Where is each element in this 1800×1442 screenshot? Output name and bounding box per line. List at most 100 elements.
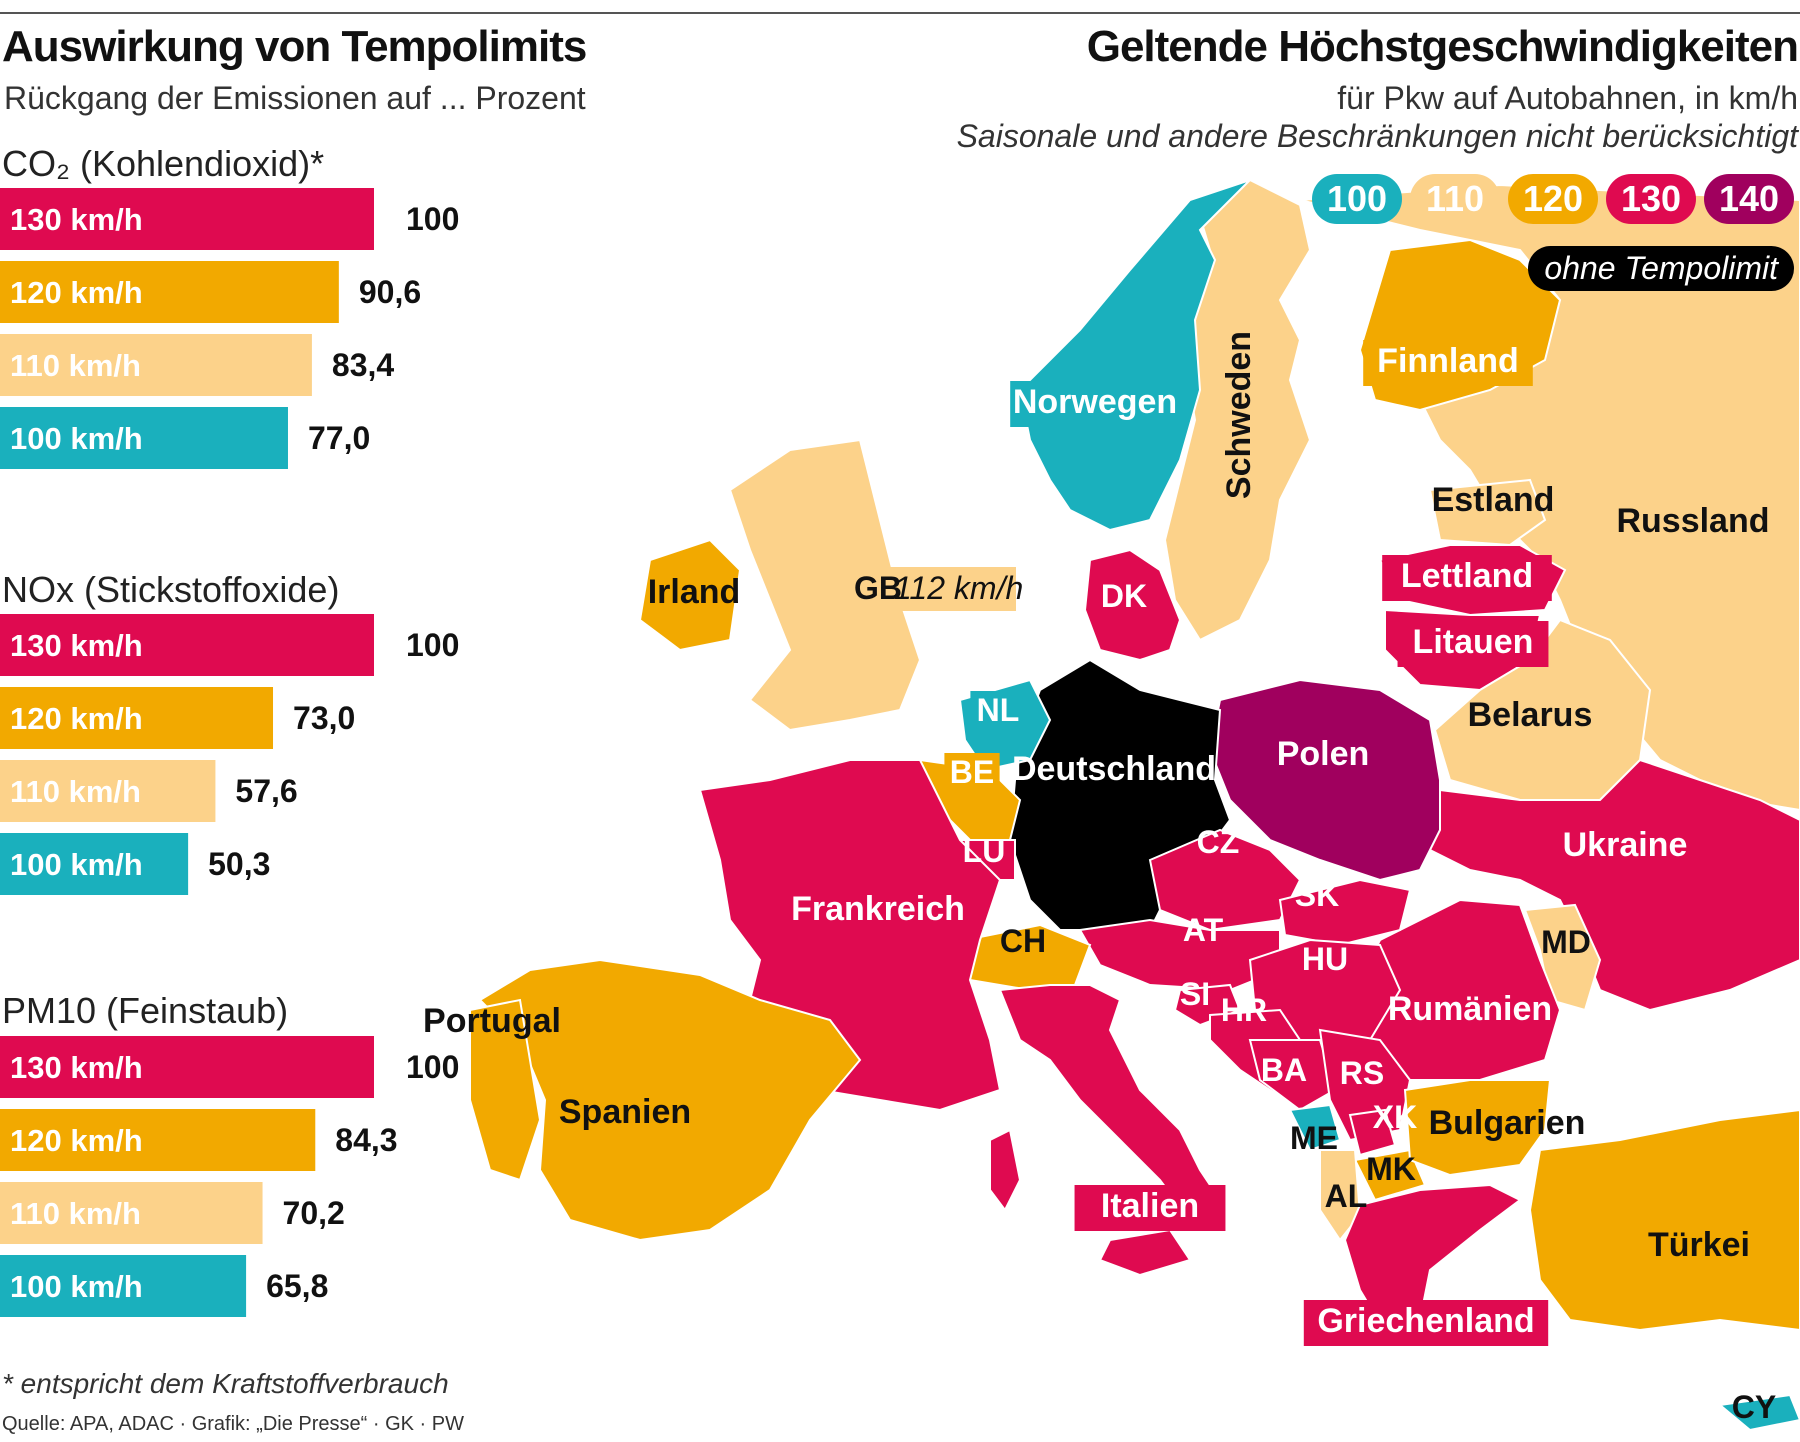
country-dk xyxy=(1083,548,1182,662)
country-label: Griechenland xyxy=(1317,1302,1534,1340)
country-label-box xyxy=(944,753,1000,797)
country-label: Litauen xyxy=(1413,623,1534,661)
country-label: AT xyxy=(1183,912,1224,948)
bar-category-label: 120 km/h xyxy=(10,701,143,736)
country-label: SI xyxy=(1180,976,1210,1012)
country-label: Portugal xyxy=(423,1002,561,1040)
country-label-box xyxy=(970,691,1026,735)
legend-chip-120: 120 xyxy=(1508,174,1598,224)
country-me xyxy=(1288,1103,1342,1152)
country-label: Irland xyxy=(648,573,741,611)
bar-value-label: 83,4 xyxy=(332,347,394,383)
source-line: Quelle: APA, ADAC · Grafik: „Die Presse“… xyxy=(2,1413,464,1435)
bar-value-label: 73,0 xyxy=(293,700,355,736)
chart-title: PM10 (Feinstaub) xyxy=(2,990,288,1031)
legend-chip-110: 110 xyxy=(1410,174,1500,224)
country-irland xyxy=(638,538,742,652)
country-label-box xyxy=(1397,621,1549,667)
bar-value-label: 65,8 xyxy=(266,1268,328,1304)
country-label: BA xyxy=(1261,1052,1307,1088)
bar-value-label: 70,2 xyxy=(283,1195,345,1231)
country-label: Schweden xyxy=(1220,331,1258,499)
country-label: Norwegen xyxy=(1013,383,1177,421)
legend-chip-130: 130 xyxy=(1606,174,1696,224)
country-label: Italien xyxy=(1101,1187,1199,1225)
country-ba xyxy=(1248,1039,1337,1112)
country-label: Russland xyxy=(1616,502,1769,540)
bar xyxy=(0,407,288,469)
country-label: Finnland xyxy=(1377,342,1519,380)
chart-title: CO₂ (Kohlendioxid)* xyxy=(2,143,324,184)
left-subtitle: Rückgang der Emissionen auf ... Prozent xyxy=(4,80,586,116)
bar xyxy=(0,1109,316,1171)
bar xyxy=(0,334,312,396)
country-spanien xyxy=(478,958,862,1242)
bar xyxy=(0,1036,374,1098)
bar xyxy=(0,1255,247,1317)
country-label-box xyxy=(1303,1300,1549,1346)
bar xyxy=(0,687,274,749)
bar xyxy=(0,614,374,676)
country-türkei xyxy=(1528,1108,1800,1332)
bar-value-label: 77,0 xyxy=(308,420,370,456)
country-label: GB xyxy=(854,570,902,606)
bar xyxy=(0,261,339,323)
country-label: MK xyxy=(1366,1151,1416,1187)
bar-category-label: 130 km/h xyxy=(10,628,143,663)
country-label: MD xyxy=(1541,924,1591,960)
country-label: BE xyxy=(950,754,994,790)
country-label: Belarus xyxy=(1468,696,1593,734)
bar-category-label: 130 km/h xyxy=(10,202,143,237)
bar-category-label: 130 km/h xyxy=(10,1050,143,1085)
country-label: CH xyxy=(1000,923,1046,959)
country-italien xyxy=(998,984,1222,1222)
country-sk xyxy=(1278,878,1412,947)
country-label: Rumänien xyxy=(1388,990,1552,1028)
country-xk xyxy=(1348,1108,1397,1157)
bar xyxy=(0,760,216,822)
country-label-box xyxy=(1363,340,1533,386)
bar-category-label: 110 km/h xyxy=(10,348,141,383)
country-label: Deutschland xyxy=(1012,750,1216,788)
country-bulgarien xyxy=(1403,1079,1552,1177)
right-note: Saisonale und andere Beschränkungen nich… xyxy=(956,118,1798,154)
country-label: Frankreich xyxy=(791,890,965,928)
country-label: Türkei xyxy=(1648,1226,1750,1264)
bar-value-label: 84,3 xyxy=(335,1122,397,1158)
bar-category-label: 100 km/h xyxy=(10,421,143,456)
bar xyxy=(0,1182,263,1244)
country-label: Polen xyxy=(1277,735,1370,773)
emission-bar-charts: CO₂ (Kohlendioxid)* 130 km/h 100 120 km/h 90… xyxy=(0,143,459,1317)
country-label: CY xyxy=(1732,1389,1776,1425)
footnote: * entspricht dem Kraftstoffverbrauch xyxy=(2,1368,449,1399)
left-title: Auswirkung von Tempolimits xyxy=(2,22,587,71)
country-italien-sicily xyxy=(1098,1228,1192,1277)
country-label: LU xyxy=(963,833,1006,869)
country-portugal xyxy=(469,998,542,1182)
country-estland xyxy=(1428,478,1547,547)
country-label: HU xyxy=(1302,941,1348,977)
bar-value-label: 57,6 xyxy=(235,773,297,809)
country-label: AL xyxy=(1325,1178,1368,1214)
country-label: Bulgarien xyxy=(1429,1104,1586,1142)
country-label: NL xyxy=(977,692,1020,728)
bar-category-label: 120 km/h xyxy=(10,275,143,310)
country-mk xyxy=(1353,1148,1427,1202)
country-label: Lettland xyxy=(1401,557,1533,595)
country-ukraine xyxy=(1428,758,1800,1012)
country-label: Estland xyxy=(1432,481,1555,519)
country-label: SK xyxy=(1295,877,1339,913)
country-label-box xyxy=(1010,381,1180,427)
country-rs xyxy=(1318,1028,1412,1142)
legend-chip-100: 100 xyxy=(1312,174,1402,224)
country-label-box xyxy=(848,567,1016,611)
bar xyxy=(0,188,374,250)
bar-category-label: 100 km/h xyxy=(10,1269,143,1304)
bar-value-label: 100 xyxy=(406,1049,459,1085)
country-label-extra: 112 km/h xyxy=(894,570,1023,606)
country-cy xyxy=(1717,1393,1800,1432)
bar-value-label: 50,3 xyxy=(208,846,270,882)
country-polen xyxy=(1208,678,1441,882)
country-label: RS xyxy=(1340,1055,1384,1091)
